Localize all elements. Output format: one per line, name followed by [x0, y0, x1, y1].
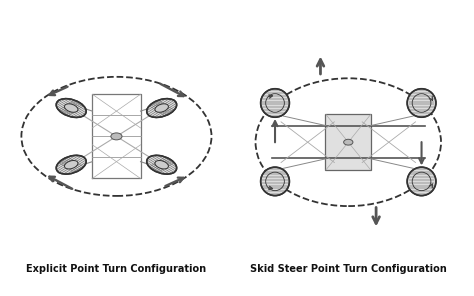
Ellipse shape [261, 89, 290, 117]
Circle shape [111, 133, 122, 140]
Circle shape [344, 139, 353, 145]
Ellipse shape [147, 99, 177, 118]
Ellipse shape [64, 104, 78, 112]
Ellipse shape [261, 167, 290, 196]
Ellipse shape [155, 104, 168, 112]
Ellipse shape [155, 160, 168, 169]
Ellipse shape [56, 155, 86, 174]
Ellipse shape [407, 89, 436, 117]
Text: Explicit Point Turn Configuration: Explicit Point Turn Configuration [27, 264, 207, 274]
Ellipse shape [56, 99, 86, 118]
Ellipse shape [407, 167, 436, 196]
Text: Skid Steer Point Turn Configuration: Skid Steer Point Turn Configuration [250, 264, 447, 274]
Ellipse shape [147, 155, 177, 174]
FancyBboxPatch shape [325, 114, 372, 170]
Ellipse shape [64, 160, 78, 169]
